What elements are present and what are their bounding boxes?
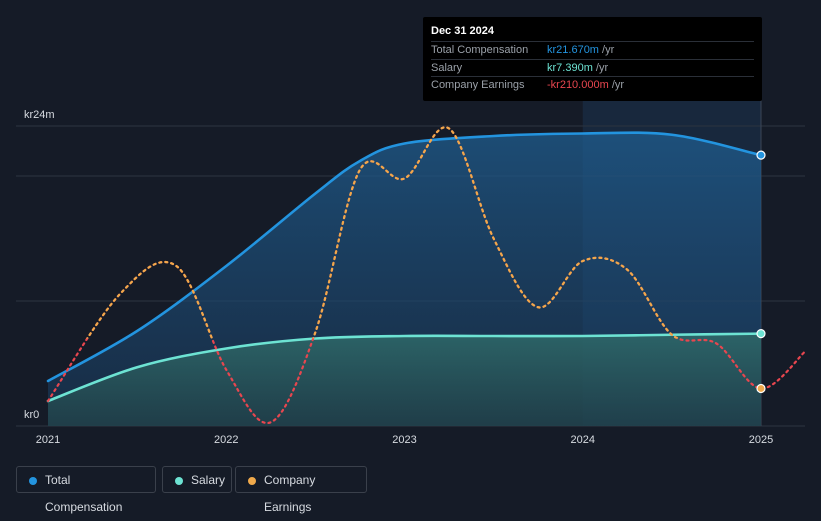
tooltip-row-salary: Salary kr7.390m /yr [431,59,754,77]
legend-dot-icon [175,477,183,485]
tooltip-row-company-earnings: Company Earnings -kr210.000m /yr [431,76,754,94]
company-earnings-marker [756,383,766,394]
tooltip-date: Dec 31 2024 [431,25,494,37]
total-compensation-line [46,131,763,383]
tooltip-row-value: kr7.390m /yr [547,62,609,74]
legend-dot-icon [248,477,256,485]
legend-total-compensation[interactable]: Total Compensation [16,466,156,514]
tooltip-row-total-compensation: Total Compensation kr21.670m /yr [431,41,754,59]
salary-area [48,333,761,426]
tooltip-row-name: Salary [431,62,463,74]
tooltip-row-value: -kr210.000m /yr [547,79,625,91]
x-tick-label: 2022 [214,434,238,446]
company-earnings-line [85,126,682,339]
chart-tooltip: Dec 31 2024 Total Compensation kr21.670m… [423,17,762,101]
tooltip-row-name: Total Compensation [431,44,529,56]
legend-dot-icon [29,477,37,485]
total-compensation-marker [756,150,766,160]
legend-label: Salary [191,473,226,487]
salary-line [46,332,763,403]
salary-marker [756,329,766,339]
compensation-chart: kr24m kr0 2021 2022 2023 2024 2025 [16,100,807,446]
legend-company-earnings[interactable]: Company Earnings [235,466,367,514]
y-axis-min-label: kr0 [24,409,39,421]
x-tick-label: 2025 [749,434,773,446]
tooltip-row-value: kr21.670m /yr [547,44,615,56]
x-tick-label: 2021 [36,434,60,446]
x-tick-label: 2023 [392,434,416,446]
y-axis-max-label: kr24m [24,109,55,121]
x-tick-label: 2024 [571,434,595,446]
tooltip-row-name: Company Earnings [431,79,525,91]
legend-salary[interactable]: Salary [162,466,232,493]
